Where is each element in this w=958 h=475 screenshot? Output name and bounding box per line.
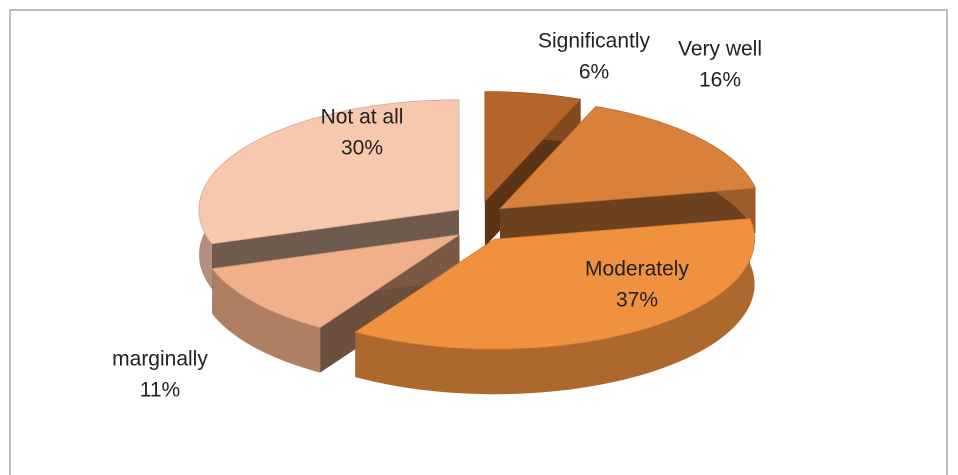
data-label-name: Not at all bbox=[321, 106, 404, 129]
slice-top bbox=[354, 218, 756, 350]
data-label-value: 6% bbox=[579, 61, 609, 84]
data-label-value: 16% bbox=[699, 69, 741, 92]
slice-side bbox=[212, 268, 321, 373]
data-label-name: Moderately bbox=[585, 258, 689, 281]
chart-frame bbox=[9, 9, 948, 475]
slice-side bbox=[355, 218, 755, 395]
slice-top bbox=[484, 91, 582, 203]
data-label-name: marginally bbox=[112, 348, 208, 371]
data-label-value: 37% bbox=[616, 289, 658, 312]
slice-top bbox=[198, 99, 460, 245]
data-label-name: Significantly bbox=[538, 30, 651, 53]
slice bbox=[211, 234, 460, 373]
slice bbox=[354, 218, 756, 395]
slice bbox=[499, 106, 756, 254]
slice-top bbox=[211, 234, 460, 329]
data-label-value: 30% bbox=[341, 137, 383, 160]
data-label-name: Very well bbox=[678, 38, 762, 61]
data-label-value: 11% bbox=[140, 379, 180, 402]
slice-top bbox=[499, 106, 756, 210]
